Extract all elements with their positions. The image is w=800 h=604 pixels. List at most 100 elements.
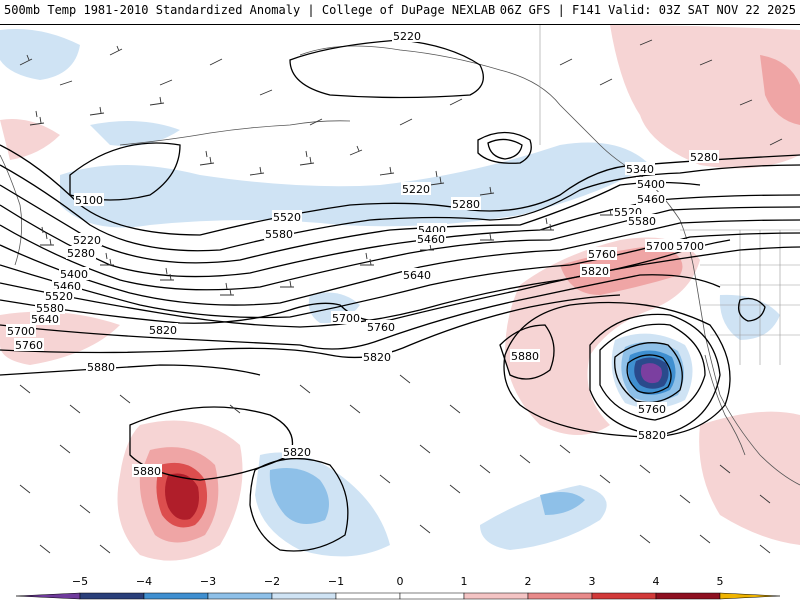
contour-label: 5760: [638, 403, 666, 416]
legend-arrow-right: [719, 592, 781, 600]
contour-label: 5520: [273, 211, 301, 224]
legend-swatch: [591, 592, 657, 600]
legend-swatch: [143, 592, 209, 600]
contour-label: 5280: [452, 198, 480, 211]
coastline-west-coast: [679, 219, 800, 486]
contour-5820-main: [0, 294, 621, 359]
anomaly-shading: [0, 25, 800, 561]
contour-5280: [0, 164, 800, 252]
contour-5640: [0, 239, 731, 328]
contour-5220-top: [289, 39, 484, 99]
contour-label: 5580: [36, 302, 64, 315]
legend-tick-label: −5: [71, 575, 89, 588]
anomaly-neg1-gulf-alaska: [60, 142, 650, 228]
contour-label: 5700: [332, 312, 360, 325]
legend-svg: [15, 592, 781, 600]
legend-arrow-left: [15, 592, 81, 600]
contour-label: 5400: [60, 268, 88, 281]
contour-southwest-high: [737, 297, 766, 322]
anomaly-neg2-east-pacific: [540, 491, 585, 515]
legend-swatch: [79, 592, 145, 600]
contour-label: 5400: [637, 178, 665, 191]
contour-5460: [0, 206, 800, 291]
legend-tick-label: −2: [263, 575, 281, 588]
contour-low-ring2: [626, 354, 672, 394]
contour-label: 5760: [15, 339, 43, 352]
anomaly-pos1-west-coast: [610, 25, 800, 169]
contour-low-north: [477, 131, 532, 164]
contour-5580: [0, 232, 800, 319]
contour-label: 5100: [75, 194, 103, 207]
legend-tick-label: −1: [327, 575, 345, 588]
anomaly-pos1-far-east: [760, 55, 800, 125]
legend-tick-label: 4: [652, 575, 660, 588]
legend-swatch: [335, 592, 401, 600]
anomaly-neg2-hawaii: [269, 467, 329, 524]
contour-label: 5340: [626, 163, 654, 176]
legend-swatch: [463, 592, 529, 600]
legend-bar: [15, 592, 781, 600]
contour-label: 5880: [87, 361, 115, 374]
legend-tick-label: −3: [199, 575, 217, 588]
contour-5760: [0, 274, 721, 350]
contour-label: 5700: [7, 325, 35, 338]
contour-label: 5460: [637, 193, 665, 206]
legend-swatch: [399, 592, 465, 600]
contour-label: 5760: [588, 248, 616, 261]
contour-5880-west: [0, 364, 261, 376]
contour-low-ring1: [614, 342, 683, 404]
map-title: 500mb Temp 1981-2010 Standardized Anomal…: [4, 3, 496, 17]
contour-label: 5640: [403, 269, 431, 282]
anomaly-pos1-east: [699, 411, 800, 545]
contour-label: 5220: [402, 183, 430, 196]
anomaly-pos4-central: [165, 473, 199, 520]
contour-label: 5820: [638, 429, 666, 442]
anomaly-pos1-southwest-pacific: [505, 237, 700, 435]
contour-labels: 5220 5100 5220 5280 5400 5460 5520 5580 …: [6, 29, 719, 478]
contour-label: 5700: [646, 240, 674, 253]
height-contours: [0, 39, 800, 552]
contour-5700: [0, 246, 800, 324]
contour-label: 5280: [690, 151, 718, 164]
contour-5820-low: [503, 301, 731, 438]
legend-tick-label: 5: [716, 575, 724, 588]
contour-low-outer: [589, 313, 721, 436]
legend-tick-label: 3: [588, 575, 596, 588]
contour-label: 5880: [511, 350, 539, 363]
contour-label: 5580: [265, 228, 293, 241]
contour-label: 5640: [31, 313, 59, 326]
anomaly-neg1-north-alaska: [90, 121, 180, 146]
borders: [539, 25, 800, 365]
legend-swatch: [655, 592, 721, 600]
contour-5820-closed: [249, 457, 349, 552]
contour-label: 5760: [367, 321, 395, 334]
anomaly-neg5-low: [640, 363, 662, 384]
color-legend: −5 −4 −3 −2 −1 0 1 2 3 4 5: [0, 575, 800, 600]
contour-label: 5220: [393, 30, 421, 43]
anomaly-pos1-north: [0, 119, 60, 160]
contour-label: 5460: [417, 233, 445, 246]
contour-label: 5820: [581, 265, 609, 278]
contour-5760-low: [599, 323, 706, 421]
legend-tick-label: −4: [135, 575, 153, 588]
legend-swatch: [271, 592, 337, 600]
weather-map: 5220 5100 5220 5280 5400 5460 5520 5580 …: [0, 25, 800, 575]
legend-swatch: [527, 592, 593, 600]
contour-label: 5820: [149, 324, 177, 337]
contour-label: 5580: [628, 215, 656, 228]
title-bar: 500mb Temp 1981-2010 Standardized Anomal…: [0, 0, 800, 25]
contour-low-north-inner: [487, 138, 523, 160]
contour-label: 5820: [363, 351, 391, 364]
contour-label: 5880: [133, 465, 161, 478]
state-borders: [700, 230, 800, 365]
anomaly-neg1-southwest: [719, 294, 780, 340]
legend-tick-label: 0: [396, 575, 404, 588]
contour-label: 5280: [67, 247, 95, 260]
coastline-baja: [704, 354, 746, 456]
wind-barbs: [19, 39, 783, 554]
legend-tick-label: 2: [524, 575, 532, 588]
contour-label: 5520: [45, 290, 73, 303]
contour-label: 5220: [73, 234, 101, 247]
legend-tick-label: 1: [460, 575, 468, 588]
map-svg: 5220 5100 5220 5280 5400 5460 5520 5580 …: [0, 25, 800, 561]
